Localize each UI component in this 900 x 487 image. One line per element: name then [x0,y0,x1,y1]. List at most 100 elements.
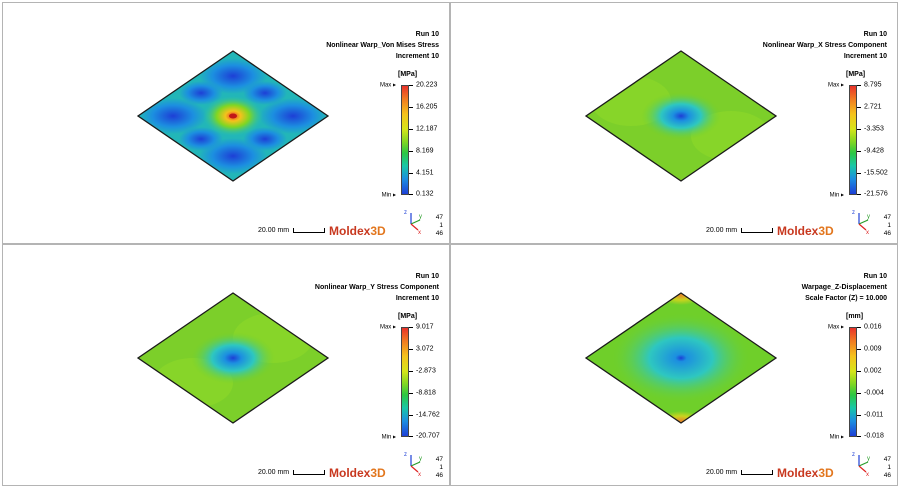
run-label: Run 10 [415,31,439,38]
svg-text:x: x [866,230,869,234]
legend-value: 0.002 [864,367,882,375]
legend-value: 9.017 [416,323,434,331]
legend-value: 3.072 [416,345,434,353]
svg-text:z: z [404,452,407,458]
legend-value: 0.016 [864,323,882,331]
result-viewport-x-stress[interactable]: Run 10 Nonlinear Warp_X Stress Component… [450,2,898,244]
legend-min-label: Min [819,192,844,199]
legend-max-label: Max [819,82,844,89]
scale-bar: 20.00 mm [706,469,774,476]
moldex3d-logo: Moldex3D [329,224,386,238]
legend-color-bar [401,85,409,195]
moldex3d-logo: Moldex3D [329,466,386,480]
scale-bar-graphic [293,470,326,475]
legend-value: -20.707 [416,432,440,440]
result-header: Run 10 Nonlinear Warp_Y Stress Component… [315,271,439,305]
result-title: Nonlinear Warp_X Stress Component [762,42,887,50]
svg-text:y: y [419,214,422,220]
result-title: Nonlinear Warp_Von Mises Stress [326,42,439,50]
scale-factor-label: Scale Factor (Z) = 10.000 [805,295,887,303]
svg-text:z: z [404,210,407,216]
result-viewport-von-mises[interactable]: Run 10 Nonlinear Warp_Von Mises Stress I… [2,2,450,244]
increment-label: Increment 10 [843,53,887,61]
legend-value: 8.795 [864,81,882,89]
svg-text:y: y [419,456,422,462]
legend-min-label: Min [819,434,844,441]
result-viewport-z-displacement[interactable]: Run 10 Warpage_Z-Displacement Scale Fact… [450,244,898,486]
axis-triad-icon: z y x [404,210,422,234]
result-header: Run 10 Warpage_Z-Displacement Scale Fact… [802,271,887,305]
increment-label: Increment 10 [395,295,439,303]
axis-triad-icon: z y x [404,452,422,476]
axis-triad-icon: z y x [852,210,870,234]
scale-text: 20.00 mm [258,227,290,234]
legend-min-label: Min [371,434,396,441]
node-ids: 47 1 46 [435,456,443,479]
plate-contour [136,50,330,182]
svg-text:x: x [418,230,421,234]
legend-value: 0.132 [416,190,434,198]
scale-bar: 20.00 mm [706,227,774,234]
result-title: Warpage_Z-Displacement [801,284,887,292]
scale-bar: 20.00 mm [258,227,326,234]
scale-bar-graphic [293,228,326,233]
run-label: Run 10 [863,273,887,280]
legend-color-bar [849,85,857,195]
color-legend: [mm] Max Min 0.016 0.009 0.002 -0.004 -0… [819,313,897,453]
run-label: Run 10 [863,31,887,38]
legend-unit: [MPa] [846,71,866,78]
result-title: Nonlinear Warp_Y Stress Component [314,284,439,292]
scale-text: 20.00 mm [706,469,738,476]
legend-value: 16.205 [416,103,438,111]
legend-value: -2.873 [416,367,436,375]
result-header: Run 10 Nonlinear Warp_X Stress Component… [763,29,887,63]
plate-contour [584,292,778,424]
node-ids: 47 1 46 [435,214,443,237]
legend-unit: [mm] [846,313,864,320]
color-legend: [MPa] Max Min 8.795 2.721 -3.353 -9.428 … [819,71,897,211]
legend-value: -9.428 [864,147,884,155]
moldex3d-logo: Moldex3D [777,466,834,480]
scale-bar-graphic [741,470,774,475]
legend-max-label: Max [371,82,396,89]
legend-value: -15.502 [864,169,888,177]
svg-text:y: y [867,214,870,220]
legend-value: 20.223 [416,81,438,89]
increment-label: Increment 10 [395,53,439,61]
scale-text: 20.00 mm [258,469,290,476]
legend-max-label: Max [371,324,396,331]
legend-color-bar [849,327,857,437]
legend-max-label: Max [819,324,844,331]
plate-contour [584,50,778,182]
legend-value: -21.576 [864,190,888,198]
legend-min-label: Min [371,192,396,199]
legend-value: 4.151 [416,169,434,177]
result-header: Run 10 Nonlinear Warp_Von Mises Stress I… [326,29,439,63]
legend-value: 8.169 [416,147,434,155]
color-legend: [MPa] Max Min 20.223 16.205 12.187 8.169… [371,71,449,211]
node-ids: 47 1 46 [883,456,891,479]
legend-value: 2.721 [864,103,882,111]
svg-text:z: z [852,452,855,458]
axis-triad-icon: z y x [852,452,870,476]
svg-text:z: z [852,210,855,216]
svg-text:x: x [418,472,421,476]
plate-contour [136,292,330,424]
result-viewport-y-stress[interactable]: Run 10 Nonlinear Warp_Y Stress Component… [2,244,450,486]
svg-text:y: y [867,456,870,462]
svg-text:x: x [866,472,869,476]
scale-text: 20.00 mm [706,227,738,234]
legend-value: -0.004 [864,389,884,397]
legend-unit: [MPa] [398,313,418,320]
legend-value: -8.818 [416,389,436,397]
run-label: Run 10 [415,273,439,280]
scale-bar: 20.00 mm [258,469,326,476]
legend-value: -14.762 [416,411,440,419]
legend-color-bar [401,327,409,437]
legend-value: 12.187 [416,125,438,133]
legend-value: -0.011 [864,411,884,419]
moldex3d-logo: Moldex3D [777,224,834,238]
color-legend: [MPa] Max Min 9.017 3.072 -2.873 -8.818 … [371,313,449,453]
scale-bar-graphic [741,228,774,233]
